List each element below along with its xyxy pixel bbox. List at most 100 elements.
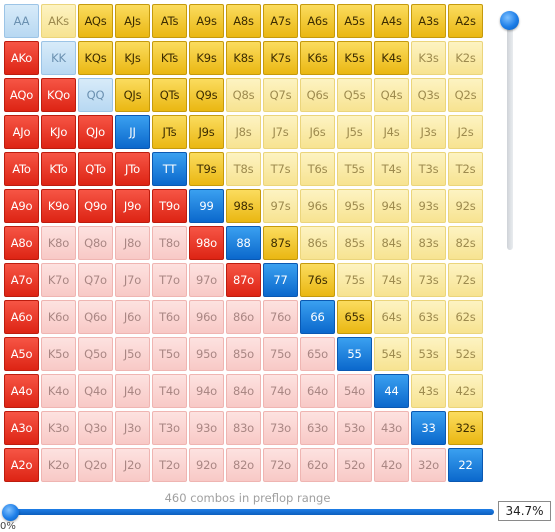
- hand-cell-T8s[interactable]: T8s: [226, 152, 261, 186]
- hand-cell-K7s[interactable]: K7s: [263, 41, 298, 75]
- hand-cell-92s[interactable]: 92s: [448, 189, 483, 223]
- hand-cell-K6o[interactable]: K6o: [41, 300, 76, 334]
- hand-cell-53o[interactable]: 53o: [337, 411, 372, 445]
- hand-cell-KTo[interactable]: KTo: [41, 152, 76, 186]
- hand-cell-43s[interactable]: 43s: [411, 374, 446, 408]
- hand-cell-T8o[interactable]: T8o: [152, 226, 187, 260]
- hand-cell-87o[interactable]: 87o: [226, 263, 261, 297]
- hand-cell-J4o[interactable]: J4o: [115, 374, 150, 408]
- hand-cell-J7o[interactable]: J7o: [115, 263, 150, 297]
- hand-cell-J4s[interactable]: J4s: [374, 115, 409, 149]
- hand-cell-84s[interactable]: 84s: [374, 226, 409, 260]
- hand-cell-52o[interactable]: 52o: [337, 448, 372, 482]
- hand-cell-42o[interactable]: 42o: [374, 448, 409, 482]
- hand-cell-T3o[interactable]: T3o: [152, 411, 187, 445]
- hand-cell-K8o[interactable]: K8o: [41, 226, 76, 260]
- hand-cell-KQs[interactable]: KQs: [78, 41, 113, 75]
- hand-cell-ATo[interactable]: ATo: [4, 152, 39, 186]
- hand-cell-QTo[interactable]: QTo: [78, 152, 113, 186]
- hand-cell-Q5s[interactable]: Q5s: [337, 78, 372, 112]
- range-slider-thumb[interactable]: [2, 504, 19, 521]
- hand-cell-76s[interactable]: 76s: [300, 263, 335, 297]
- hand-cell-J9o[interactable]: J9o: [115, 189, 150, 223]
- hand-cell-K2o[interactable]: K2o: [41, 448, 76, 482]
- hand-cell-J8s[interactable]: J8s: [226, 115, 261, 149]
- hand-cell-92o[interactable]: 92o: [189, 448, 224, 482]
- hand-cell-J5s[interactable]: J5s: [337, 115, 372, 149]
- hand-cell-77[interactable]: 77: [263, 263, 298, 297]
- vertical-scrollbar-thumb[interactable]: [500, 11, 519, 30]
- hand-cell-Q8s[interactable]: Q8s: [226, 78, 261, 112]
- hand-cell-72o[interactable]: 72o: [263, 448, 298, 482]
- hand-cell-83s[interactable]: 83s: [411, 226, 446, 260]
- hand-cell-A8s[interactable]: A8s: [226, 4, 261, 38]
- hand-cell-97o[interactable]: 97o: [189, 263, 224, 297]
- hand-cell-54o[interactable]: 54o: [337, 374, 372, 408]
- hand-cell-AKo[interactable]: AKo: [4, 41, 39, 75]
- hand-cell-96s[interactable]: 96s: [300, 189, 335, 223]
- hand-cell-94o[interactable]: 94o: [189, 374, 224, 408]
- hand-cell-42s[interactable]: 42s: [448, 374, 483, 408]
- hand-cell-75s[interactable]: 75s: [337, 263, 372, 297]
- hand-cell-QTs[interactable]: QTs: [152, 78, 187, 112]
- hand-cell-65s[interactable]: 65s: [337, 300, 372, 334]
- hand-cell-97s[interactable]: 97s: [263, 189, 298, 223]
- hand-cell-T2o[interactable]: T2o: [152, 448, 187, 482]
- hand-cell-62o[interactable]: 62o: [300, 448, 335, 482]
- hand-cell-64o[interactable]: 64o: [300, 374, 335, 408]
- hand-cell-ATs[interactable]: ATs: [152, 4, 187, 38]
- hand-cell-K5s[interactable]: K5s: [337, 41, 372, 75]
- range-percent-field[interactable]: 34.7%: [498, 501, 551, 521]
- hand-cell-Q7s[interactable]: Q7s: [263, 78, 298, 112]
- hand-cell-A5o[interactable]: A5o: [4, 337, 39, 371]
- hand-cell-Q6s[interactable]: Q6s: [300, 78, 335, 112]
- hand-cell-Q4o[interactable]: Q4o: [78, 374, 113, 408]
- hand-cell-Q3s[interactable]: Q3s: [411, 78, 446, 112]
- hand-cell-T6o[interactable]: T6o: [152, 300, 187, 334]
- hand-cell-QQ[interactable]: QQ: [78, 78, 113, 112]
- hand-cell-A4o[interactable]: A4o: [4, 374, 39, 408]
- hand-cell-95o[interactable]: 95o: [189, 337, 224, 371]
- hand-cell-82s[interactable]: 82s: [448, 226, 483, 260]
- hand-cell-A2o[interactable]: A2o: [4, 448, 39, 482]
- hand-cell-82o[interactable]: 82o: [226, 448, 261, 482]
- hand-cell-A9o[interactable]: A9o: [4, 189, 39, 223]
- hand-cell-JTo[interactable]: JTo: [115, 152, 150, 186]
- hand-cell-J2s[interactable]: J2s: [448, 115, 483, 149]
- hand-cell-J6s[interactable]: J6s: [300, 115, 335, 149]
- hand-cell-J9s[interactable]: J9s: [189, 115, 224, 149]
- hand-cell-A3s[interactable]: A3s: [411, 4, 446, 38]
- hand-cell-Q9o[interactable]: Q9o: [78, 189, 113, 223]
- hand-cell-A7o[interactable]: A7o: [4, 263, 39, 297]
- hand-cell-K6s[interactable]: K6s: [300, 41, 335, 75]
- hand-cell-AJs[interactable]: AJs: [115, 4, 150, 38]
- hand-cell-74o[interactable]: 74o: [263, 374, 298, 408]
- hand-cell-63s[interactable]: 63s: [411, 300, 446, 334]
- hand-cell-93o[interactable]: 93o: [189, 411, 224, 445]
- vertical-scrollbar-track[interactable]: [507, 17, 513, 250]
- hand-cell-T5o[interactable]: T5o: [152, 337, 187, 371]
- hand-cell-95s[interactable]: 95s: [337, 189, 372, 223]
- hand-cell-Q2o[interactable]: Q2o: [78, 448, 113, 482]
- hand-cell-62s[interactable]: 62s: [448, 300, 483, 334]
- hand-cell-99[interactable]: 99: [189, 189, 224, 223]
- hand-cell-Q7o[interactable]: Q7o: [78, 263, 113, 297]
- hand-cell-T4s[interactable]: T4s: [374, 152, 409, 186]
- hand-cell-Q4s[interactable]: Q4s: [374, 78, 409, 112]
- hand-cell-32s[interactable]: 32s: [448, 411, 483, 445]
- hand-cell-63o[interactable]: 63o: [300, 411, 335, 445]
- hand-cell-T2s[interactable]: T2s: [448, 152, 483, 186]
- hand-cell-43o[interactable]: 43o: [374, 411, 409, 445]
- hand-cell-65o[interactable]: 65o: [300, 337, 335, 371]
- hand-cell-83o[interactable]: 83o: [226, 411, 261, 445]
- hand-cell-Q9s[interactable]: Q9s: [189, 78, 224, 112]
- hand-cell-94s[interactable]: 94s: [374, 189, 409, 223]
- hand-cell-96o[interactable]: 96o: [189, 300, 224, 334]
- hand-cell-AJo[interactable]: AJo: [4, 115, 39, 149]
- hand-cell-QJs[interactable]: QJs: [115, 78, 150, 112]
- hand-cell-TT[interactable]: TT: [152, 152, 187, 186]
- hand-cell-Q8o[interactable]: Q8o: [78, 226, 113, 260]
- hand-cell-K2s[interactable]: K2s: [448, 41, 483, 75]
- hand-cell-K3s[interactable]: K3s: [411, 41, 446, 75]
- hand-cell-T9o[interactable]: T9o: [152, 189, 187, 223]
